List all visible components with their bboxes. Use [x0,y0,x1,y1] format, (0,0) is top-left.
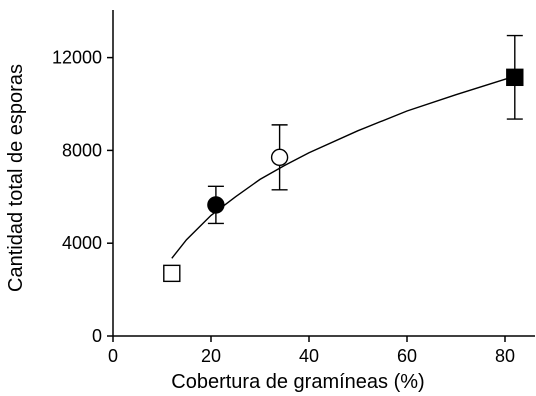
data-point-square [506,68,524,87]
fit-curve-layer [171,75,516,259]
x-tick-label: 20 [201,346,221,366]
data-point-circle [270,148,289,167]
x-tick-label: 60 [397,346,417,366]
y-tick-label: 0 [92,326,102,346]
y-tick-label: 4000 [62,233,102,253]
axes [112,10,535,337]
y-axis-label: Cantidad total de esporas [5,64,27,292]
data-point-circle [207,196,225,214]
points-layer [163,34,524,283]
ticks: 0 20 40 60 80 0 4000 8000 12000 [52,48,515,366]
x-axis-label: Cobertura de gramíneas (%) [171,371,424,393]
y-tick-label: 8000 [62,140,102,160]
x-tick-label: 0 [108,346,118,366]
fit-curve [171,75,516,259]
x-tick-label: 40 [299,346,319,366]
y-tick-label: 12000 [52,48,102,68]
x-tick-label: 80 [495,346,515,366]
data-point-square [163,264,181,283]
